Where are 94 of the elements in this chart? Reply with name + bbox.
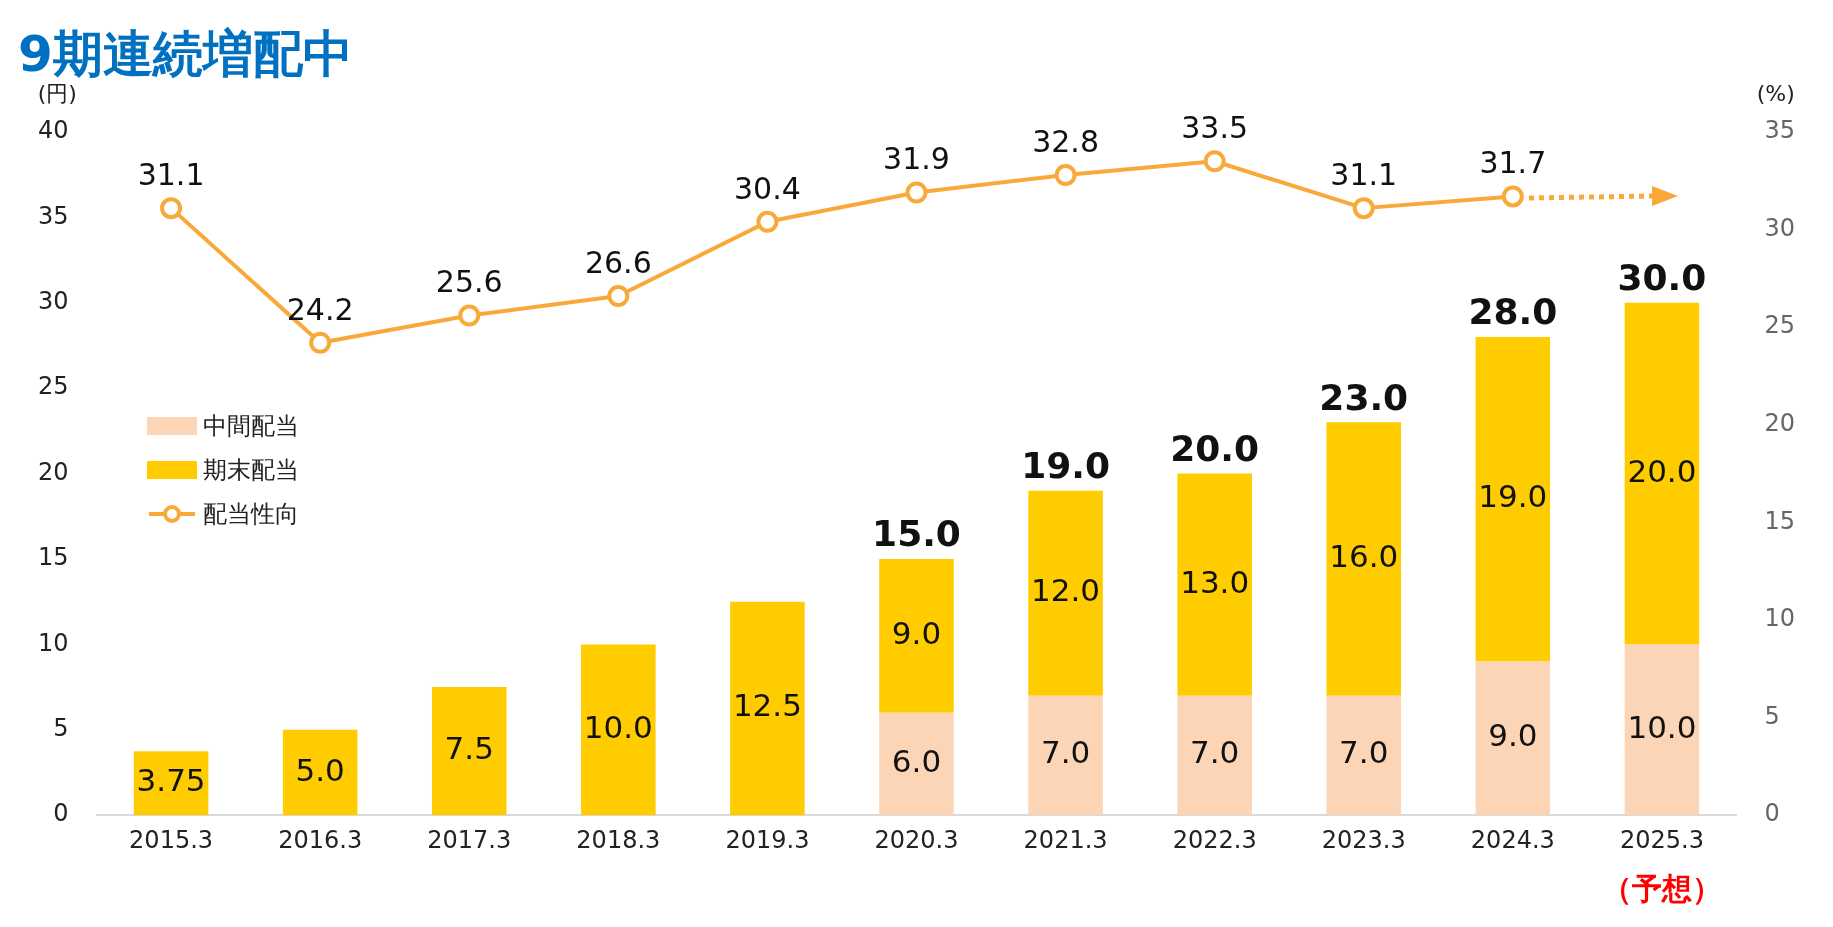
data-label: 12.5 — [732, 687, 802, 724]
data-label: 32.8 — [1032, 123, 1099, 159]
data-label: 5.0 — [295, 751, 345, 788]
data-label: 3.75 — [136, 762, 206, 799]
chart-title: 9期連続増配中 — [18, 24, 353, 83]
x-tick-label: 2015.3 — [129, 825, 214, 854]
x-tick-label: 2025.3 — [1619, 825, 1704, 854]
point — [756, 210, 779, 233]
legend-label: 配当性向 — [202, 498, 299, 530]
data-label: 25.6 — [435, 264, 503, 300]
data-label: 7.5 — [444, 730, 494, 767]
legend-label: 中間配当 — [202, 410, 299, 442]
bar — [730, 601, 805, 816]
x-tick-label: 2019.3 — [725, 825, 810, 854]
bar — [1028, 695, 1103, 816]
x-tick-label: 2023.3 — [1321, 825, 1406, 854]
total-label: 20.0 — [1170, 427, 1260, 469]
total-label: 19.0 — [1021, 445, 1110, 487]
point — [607, 284, 630, 307]
point — [1054, 163, 1077, 186]
bar — [1028, 490, 1103, 696]
y2-tick-label: 10 — [1764, 604, 1796, 633]
x-tick-label: 2021.3 — [1023, 825, 1108, 854]
x-tick-label: 2016.3 — [278, 825, 363, 854]
bar — [1326, 422, 1402, 696]
y2-tick-label: 35 — [1764, 116, 1796, 145]
point — [1352, 197, 1375, 220]
data-label: 26.6 — [584, 244, 652, 280]
x-tick-label: 2018.3 — [576, 825, 661, 854]
y2-tick-label: 5 — [1764, 701, 1780, 730]
legend-label: 期末配当 — [202, 454, 299, 486]
data-label: 24.2 — [286, 291, 354, 327]
y2-tick-label: 0 — [1764, 799, 1780, 828]
data-label: 31.1 — [137, 156, 205, 192]
data-label: 7.0 — [1190, 734, 1240, 771]
point — [160, 197, 183, 220]
data-label: 10.0 — [583, 708, 653, 745]
y-tick-label: 30 — [37, 287, 69, 316]
total-label: 30.0 — [1617, 257, 1707, 299]
y2-tick-label: 25 — [1764, 311, 1796, 340]
y-tick-label: 10 — [37, 628, 69, 657]
bar — [1475, 661, 1551, 816]
data-label: 20.0 — [1627, 452, 1697, 489]
data-label: 19.0 — [1478, 478, 1548, 515]
bar — [1177, 473, 1252, 696]
y-tick-label: 15 — [37, 543, 69, 572]
data-label: 13.0 — [1180, 563, 1250, 600]
y2-tick-label: 30 — [1764, 213, 1796, 242]
point — [905, 181, 928, 204]
y2-tick-label: 20 — [1764, 409, 1796, 438]
x-tick-label: 2024.3 — [1470, 825, 1555, 854]
data-label: 33.5 — [1181, 110, 1249, 146]
y2-axis-title: (%) — [1756, 80, 1795, 106]
data-label: 12.0 — [1031, 572, 1101, 609]
data-label: 7.0 — [1040, 734, 1091, 771]
bar — [879, 559, 954, 713]
point — [458, 304, 481, 327]
bar — [1177, 695, 1252, 816]
point — [1203, 150, 1226, 173]
x-tick-label: 2022.3 — [1172, 825, 1257, 854]
data-label: 6.0 — [891, 743, 942, 780]
bar — [1624, 302, 1700, 645]
text: （予想） — [1601, 870, 1722, 906]
y-axis-title: (円) — [37, 80, 77, 106]
bar — [1475, 336, 1551, 662]
bar — [879, 712, 954, 816]
data-label: 9.0 — [891, 614, 942, 651]
bar — [1326, 695, 1402, 816]
y2-tick-label: 15 — [1764, 506, 1796, 535]
total-label: 15.0 — [872, 513, 961, 555]
data-label: 10.0 — [1627, 708, 1697, 745]
y-tick-label: 25 — [37, 372, 69, 401]
x-tick-label: 2017.3 — [427, 825, 512, 854]
total-label: 28.0 — [1468, 291, 1558, 333]
total-label: 23.0 — [1319, 376, 1409, 418]
data-label: 31.7 — [1479, 145, 1547, 181]
data-label: 16.0 — [1329, 538, 1399, 575]
y-tick-label: 20 — [37, 457, 69, 486]
point — [309, 331, 332, 354]
y-tick-label: 5 — [53, 714, 69, 743]
point — [1501, 185, 1524, 208]
data-label: 31.9 — [883, 141, 950, 177]
data-label: 9.0 — [1488, 717, 1538, 754]
x-tick-label: 2020.3 — [874, 825, 959, 854]
y-tick-label: 35 — [37, 201, 69, 230]
y-tick-label: 0 — [53, 799, 69, 828]
data-label: 30.4 — [734, 170, 801, 206]
bar — [1624, 644, 1700, 816]
bar — [431, 687, 507, 816]
data-label: 7.0 — [1339, 734, 1389, 771]
data-label: 31.1 — [1330, 156, 1398, 192]
bar — [282, 729, 358, 816]
y-tick-label: 40 — [37, 116, 69, 145]
bar — [581, 644, 656, 816]
